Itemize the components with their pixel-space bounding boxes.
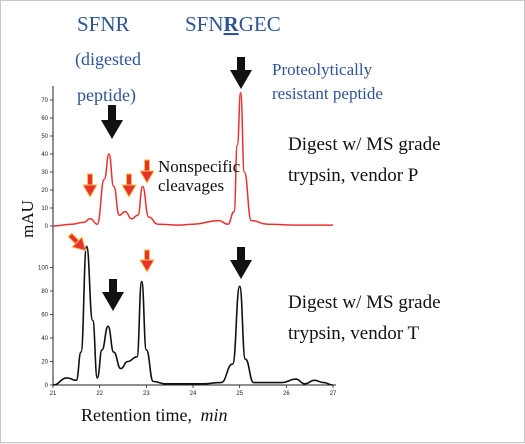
label-vendor-t-2: trypsin, vendor T: [288, 323, 419, 344]
y-tick-label-bottom: 80: [41, 289, 48, 295]
y-tick-label-top: 70: [41, 98, 48, 104]
y-ticks-bottom: 100 80 60 40 20 0: [38, 266, 53, 389]
label-sfnrgec-part-c: GEC: [239, 12, 281, 36]
y-tick-label-top: 20: [41, 188, 48, 194]
x-ticks: 21 22 23 24 25 26 27: [50, 385, 337, 397]
label-vendor-p-2: trypsin, vendor P: [288, 165, 418, 186]
red-arrow-5-icon: [139, 249, 155, 273]
x-axis-label-unit: min: [200, 405, 227, 425]
y-tick-label-top: 0: [45, 224, 49, 230]
x-axis-label: Retention time, min: [81, 405, 227, 425]
y-tick-label-top: 60: [41, 116, 48, 122]
label-resistant-1: Proteolytically: [272, 60, 373, 79]
label-digested: (digested: [75, 49, 141, 70]
label-resistant-2: resistant peptide: [272, 84, 383, 103]
y-tick-label-top: 50: [41, 134, 48, 140]
label-sfnr: SFNR: [77, 12, 130, 36]
red-arrow-2-icon: [121, 173, 137, 198]
label-nonspecific-1: Nonspecific: [158, 157, 241, 176]
y-tick-label-bottom: 40: [41, 336, 48, 342]
y-tick-label-top: 30: [41, 170, 48, 176]
y-tick-label-bottom: 100: [38, 266, 49, 272]
x-tick-label: 21: [50, 391, 57, 397]
label-vendor-p-1: Digest w/ MS grade: [288, 134, 441, 155]
y-ticks-top: 70 60 50 40 30 20 10 0: [41, 98, 53, 230]
label-sfnrgec: SFNRGEC: [185, 12, 281, 36]
arrow-sfnr-bottom-icon: [102, 279, 124, 311]
y-tick-label-bottom: 0: [45, 383, 49, 389]
label-sfnrgec-part-b: R: [224, 12, 240, 36]
x-tick-label: 22: [96, 391, 103, 397]
x-tick-label: 23: [143, 391, 150, 397]
trace-vendor-p: [52, 92, 333, 227]
x-tick-label: 26: [283, 391, 290, 397]
arrow-sfnrgec-top-icon: [230, 57, 252, 89]
trace-vendor-t: [52, 245, 334, 386]
red-arrow-3-icon: [139, 159, 155, 184]
label-vendor-t-1: Digest w/ MS grade: [288, 292, 441, 313]
arrow-sfnr-top-icon: [101, 105, 123, 139]
y-tick-label-bottom: 20: [41, 360, 48, 366]
y-tick-label-bottom: 60: [41, 313, 48, 319]
arrow-sfnrgec-bottom-icon: [230, 247, 252, 279]
x-tick-label: 27: [330, 391, 337, 397]
label-peptide: peptide): [77, 85, 136, 106]
y-axis-label: mAU: [18, 200, 37, 238]
x-axis-label-text: Retention time,: [81, 405, 192, 425]
label-sfnrgec-part-a: SFN: [185, 12, 224, 36]
x-tick-label: 24: [190, 391, 197, 397]
x-tick-label: 25: [236, 391, 243, 397]
red-arrow-4-icon: [67, 232, 87, 252]
y-tick-label-top: 40: [41, 152, 48, 158]
red-arrow-1-icon: [82, 173, 98, 198]
label-nonspecific-2: cleavages: [158, 176, 224, 195]
y-tick-label-top: 10: [41, 206, 48, 212]
